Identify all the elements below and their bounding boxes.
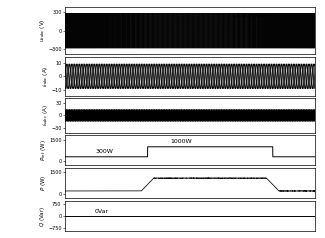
Y-axis label: $Q$ (Var): $Q$ (Var) [38, 205, 47, 227]
Text: 1000W: 1000W [170, 139, 192, 144]
Y-axis label: $i_{\mathrm{sabc}}$ (A): $i_{\mathrm{sabc}}$ (A) [41, 104, 50, 126]
Text: 300W: 300W [95, 149, 113, 154]
Y-axis label: $u_{\mathrm{rabc}}$ (V): $u_{\mathrm{rabc}}$ (V) [38, 19, 47, 42]
Y-axis label: $P$ (W): $P$ (W) [39, 175, 48, 191]
Text: 100 ms/div: 100 ms/div [235, 13, 270, 18]
Text: 0Var: 0Var [95, 209, 109, 214]
Y-axis label: $P_{\mathrm{ref}}$ (W): $P_{\mathrm{ref}}$ (W) [39, 139, 48, 161]
Y-axis label: $i_{\mathrm{rabc}}$ (A): $i_{\mathrm{rabc}}$ (A) [41, 65, 50, 87]
